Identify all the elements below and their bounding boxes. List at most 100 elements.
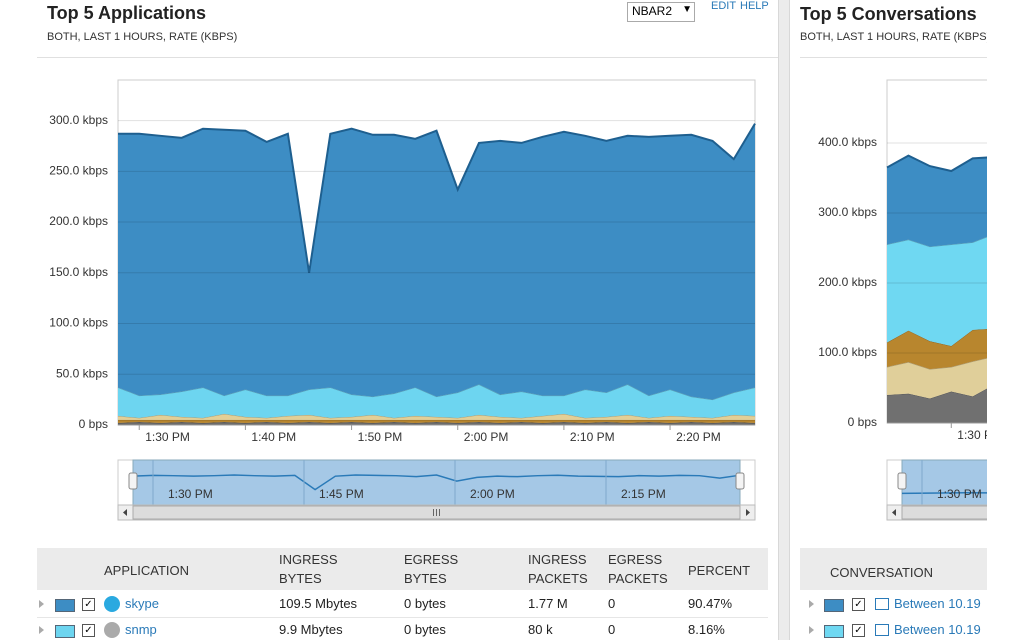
scroll-right (746, 509, 750, 516)
right-panel: Top 5 Conversations BOTH, LAST 1 HOURS, … (789, 0, 987, 640)
color-swatch (55, 599, 75, 612)
expand-arrow[interactable] (39, 626, 44, 634)
area (887, 236, 987, 346)
cell: 0 bytes (404, 622, 446, 637)
y-tick-label: 100.0 kbps (818, 345, 877, 359)
x-tick-label: 1:30 PM (957, 428, 987, 442)
checkbox[interactable]: ✓ (852, 598, 865, 611)
navigator-label: 2:00 PM (470, 487, 515, 501)
area-edge (886, 154, 987, 173)
y-tick-label: 0 bps (848, 415, 877, 429)
cell: 109.5 Mbytes (279, 596, 358, 611)
navigator-line (901, 491, 987, 495)
x-tick-label: 2:20 PM (676, 430, 721, 444)
x-tick-label: 2:00 PM (464, 430, 509, 444)
cell[interactable]: Between 10.19 (894, 622, 981, 637)
selector[interactable]: NBAR2 ▼ (627, 2, 695, 22)
checkbox[interactable]: ✓ (852, 624, 865, 637)
navigator-range (132, 459, 741, 506)
conv-icon (875, 598, 889, 610)
area (118, 123, 755, 400)
y-tick-label: 150.0 kbps (49, 265, 108, 279)
area (887, 358, 987, 399)
handle[interactable] (897, 472, 907, 490)
row-line (37, 617, 768, 618)
navigator-label: 1:30 PM (937, 487, 982, 501)
navigator-label: 1:30 PM (168, 487, 213, 501)
cell: 80 k (528, 622, 553, 637)
y-tick-label: 0 bps (79, 417, 108, 431)
chart: 0 bps 100.0 kbps 200.0 kbps 300.0 kbps 400.0… (818, 79, 987, 521)
column-header: INGRESS PACKETS (528, 552, 588, 586)
color-swatch (824, 599, 844, 612)
y-tick-label: 400.0 kbps (818, 135, 877, 149)
area (887, 155, 987, 247)
cell[interactable]: skype (125, 596, 159, 611)
selector-text: NBAR2 (632, 4, 673, 18)
color-swatch (55, 625, 75, 638)
expand-arrow[interactable] (809, 626, 814, 634)
area-edge (118, 123, 756, 273)
cell: 0 (608, 622, 616, 637)
cell[interactable]: snmp (125, 622, 157, 637)
help-link[interactable]: HELP (740, 0, 769, 12)
panel-subtitle: BOTH, LAST 1 HOURS, RATE (KBPS) (800, 31, 987, 43)
y-tick-label: 50.0 kbps (56, 366, 108, 380)
navigator-label: 2:15 PM (621, 487, 666, 501)
area (118, 419, 755, 423)
y-tick-label: 300.0 kbps (818, 205, 877, 219)
expand-arrow[interactable] (809, 600, 814, 608)
divider (778, 0, 790, 640)
scroll-left (123, 509, 127, 516)
separator (37, 57, 778, 58)
conv-icon (875, 624, 889, 636)
y-tick-label: 200.0 kbps (818, 275, 877, 289)
x-tick-label: 2:10 PM (570, 430, 615, 444)
navigator-label: 1:45 PM (319, 487, 364, 501)
cell[interactable]: Between 10.19 (894, 596, 981, 611)
app-icon (104, 596, 120, 612)
dropdown-arrow[interactable]: ▼ (682, 4, 692, 15)
panel-title: Top 5 Applications (47, 3, 207, 23)
handle[interactable] (128, 472, 138, 490)
area (887, 328, 987, 370)
column-header: PERCENT (688, 563, 751, 578)
table-header (37, 548, 768, 590)
area (118, 384, 755, 418)
checkbox[interactable]: ✓ (82, 624, 95, 637)
panel-subtitle: BOTH, LAST 1 HOURS, RATE (KBPS) (47, 31, 238, 43)
column-header: EGRESS PACKETS (608, 552, 668, 586)
navigator-line (132, 474, 741, 491)
column-header: CONVERSATION (830, 565, 934, 580)
edit-link[interactable]: EDIT (711, 0, 737, 12)
x-tick-label: 1:30 PM (145, 430, 190, 444)
y-tick-label: 200.0 kbps (49, 214, 108, 228)
app-icon (104, 622, 120, 638)
cell: 8.16% (688, 622, 725, 637)
cell: 0 (608, 596, 616, 611)
handle[interactable] (735, 472, 745, 490)
x-tick-label: 1:50 PM (358, 430, 403, 444)
panel-title: Top 5 Conversations (800, 4, 977, 24)
column-header: APPLICATION (104, 563, 190, 578)
cell: 1.77 M (528, 596, 568, 611)
scroll-thumb[interactable] (901, 505, 987, 520)
column-header: EGRESS BYTES (404, 552, 459, 586)
checkbox[interactable]: ✓ (82, 598, 95, 611)
cell: 90.47% (688, 596, 733, 611)
cell: 0 bytes (404, 596, 446, 611)
table-header (800, 548, 987, 590)
separator (800, 57, 987, 58)
y-tick-label: 250.0 kbps (49, 163, 108, 177)
expand-arrow[interactable] (39, 600, 44, 608)
chart: 0 bps 50.0 kbps 100.0 kbps 150.0 kbps 200.0 … (49, 79, 756, 521)
column-header: INGRESS BYTES (279, 552, 338, 586)
area (118, 421, 755, 425)
area (887, 388, 987, 423)
x-tick-label: 1:40 PM (251, 430, 296, 444)
cell: 9.9 Mbytes (279, 622, 343, 637)
navigator-range (901, 459, 987, 506)
color-swatch (824, 625, 844, 638)
area-edge (117, 421, 756, 424)
